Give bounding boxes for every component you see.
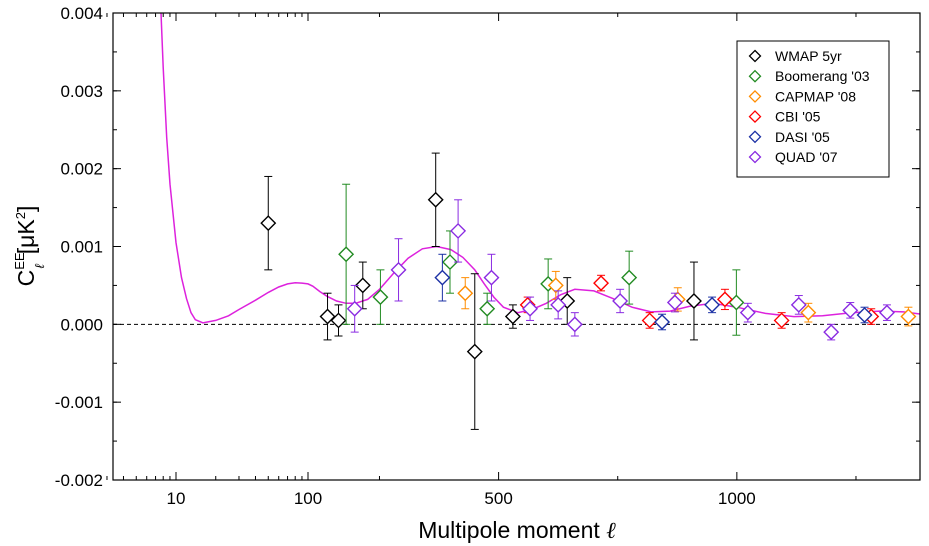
y-tick-label: 0.000	[60, 315, 103, 334]
y-axis-title-unit-superscript: 2	[13, 212, 28, 219]
data-point	[434, 269, 451, 286]
data-point	[900, 308, 917, 325]
data-point	[685, 292, 702, 309]
legend-label: CBI '05	[775, 109, 821, 125]
data-point	[612, 292, 629, 309]
data-point	[823, 324, 840, 341]
x-axis-title: Multipole moment ℓ	[418, 517, 616, 544]
data-point	[593, 275, 610, 292]
data-point	[654, 314, 671, 330]
data-point	[666, 294, 683, 311]
data-point	[260, 215, 277, 232]
data-point	[346, 300, 363, 317]
legend-marker	[748, 150, 762, 164]
legend-label: CAPMAP '08	[775, 88, 856, 104]
data-point	[704, 296, 721, 313]
x-tick-label: 1000	[718, 489, 756, 508]
data-point	[479, 300, 496, 317]
data-point	[442, 254, 458, 271]
y-axis-title-unit-close: ]	[13, 206, 39, 212]
y-axis-title-main: C	[13, 270, 39, 287]
data-point	[330, 312, 347, 329]
y-tick-label: 0.004	[60, 4, 103, 23]
series-boomerang-03	[338, 183, 745, 336]
data-point	[550, 296, 567, 313]
data-point	[457, 285, 474, 302]
legend-box	[736, 40, 890, 178]
data-point	[566, 316, 583, 333]
data-point	[427, 191, 444, 208]
data-point	[504, 308, 521, 325]
y-tick-label: -0.002	[55, 471, 103, 490]
legend-marker	[748, 69, 762, 83]
y-tick-label: 0.003	[60, 82, 103, 101]
data-point	[716, 291, 733, 308]
data-point	[919, 339, 920, 341]
data-point	[842, 302, 859, 319]
y-axis-title: CEE ℓ [μK2]	[12, 206, 47, 287]
legend-marker	[748, 89, 762, 103]
series-cbi-05	[519, 274, 880, 329]
legend-marker	[748, 49, 762, 63]
y-axis-title-subscript: ℓ	[32, 263, 47, 268]
data-point	[878, 304, 895, 321]
x-tick-label: 10	[167, 489, 186, 508]
y-axis-title-superscript: EE	[12, 252, 27, 270]
legend-label: QUAD '07	[775, 149, 838, 165]
x-axis-title-main: Multipole moment	[418, 517, 600, 543]
data-point	[773, 312, 790, 329]
legend-marker	[748, 110, 762, 124]
data-point	[621, 269, 638, 286]
data-point	[739, 304, 756, 321]
y-tick-label: -0.001	[55, 393, 103, 412]
data-point	[800, 304, 817, 321]
data-point	[390, 261, 407, 278]
y-tick-label: 0.001	[60, 238, 103, 257]
data-point	[354, 277, 371, 294]
data-point	[641, 312, 658, 329]
y-axis-title-unit: [μK	[13, 219, 39, 255]
legend-marker	[748, 130, 762, 144]
data-point	[856, 307, 873, 323]
data-point	[450, 222, 467, 239]
series-dasi-05	[434, 253, 873, 331]
y-tick-label: 0.002	[60, 160, 103, 179]
series-wmap-5yr	[260, 152, 702, 430]
data-point	[466, 343, 483, 360]
data-point	[483, 269, 500, 286]
data-point	[522, 300, 539, 317]
data-point	[338, 246, 355, 263]
x-tick-label: 100	[294, 489, 322, 508]
data-point	[790, 296, 807, 313]
data-point	[372, 289, 389, 306]
x-axis-title-ell: ℓ	[606, 518, 616, 544]
legend-label: DASI '05	[775, 129, 830, 145]
legend-label: Boomerang '03	[775, 68, 870, 84]
series-quad-07	[346, 199, 920, 341]
x-tick-label: 500	[484, 489, 512, 508]
data-point	[547, 277, 564, 294]
legend-label: WMAP 5yr	[775, 48, 842, 64]
